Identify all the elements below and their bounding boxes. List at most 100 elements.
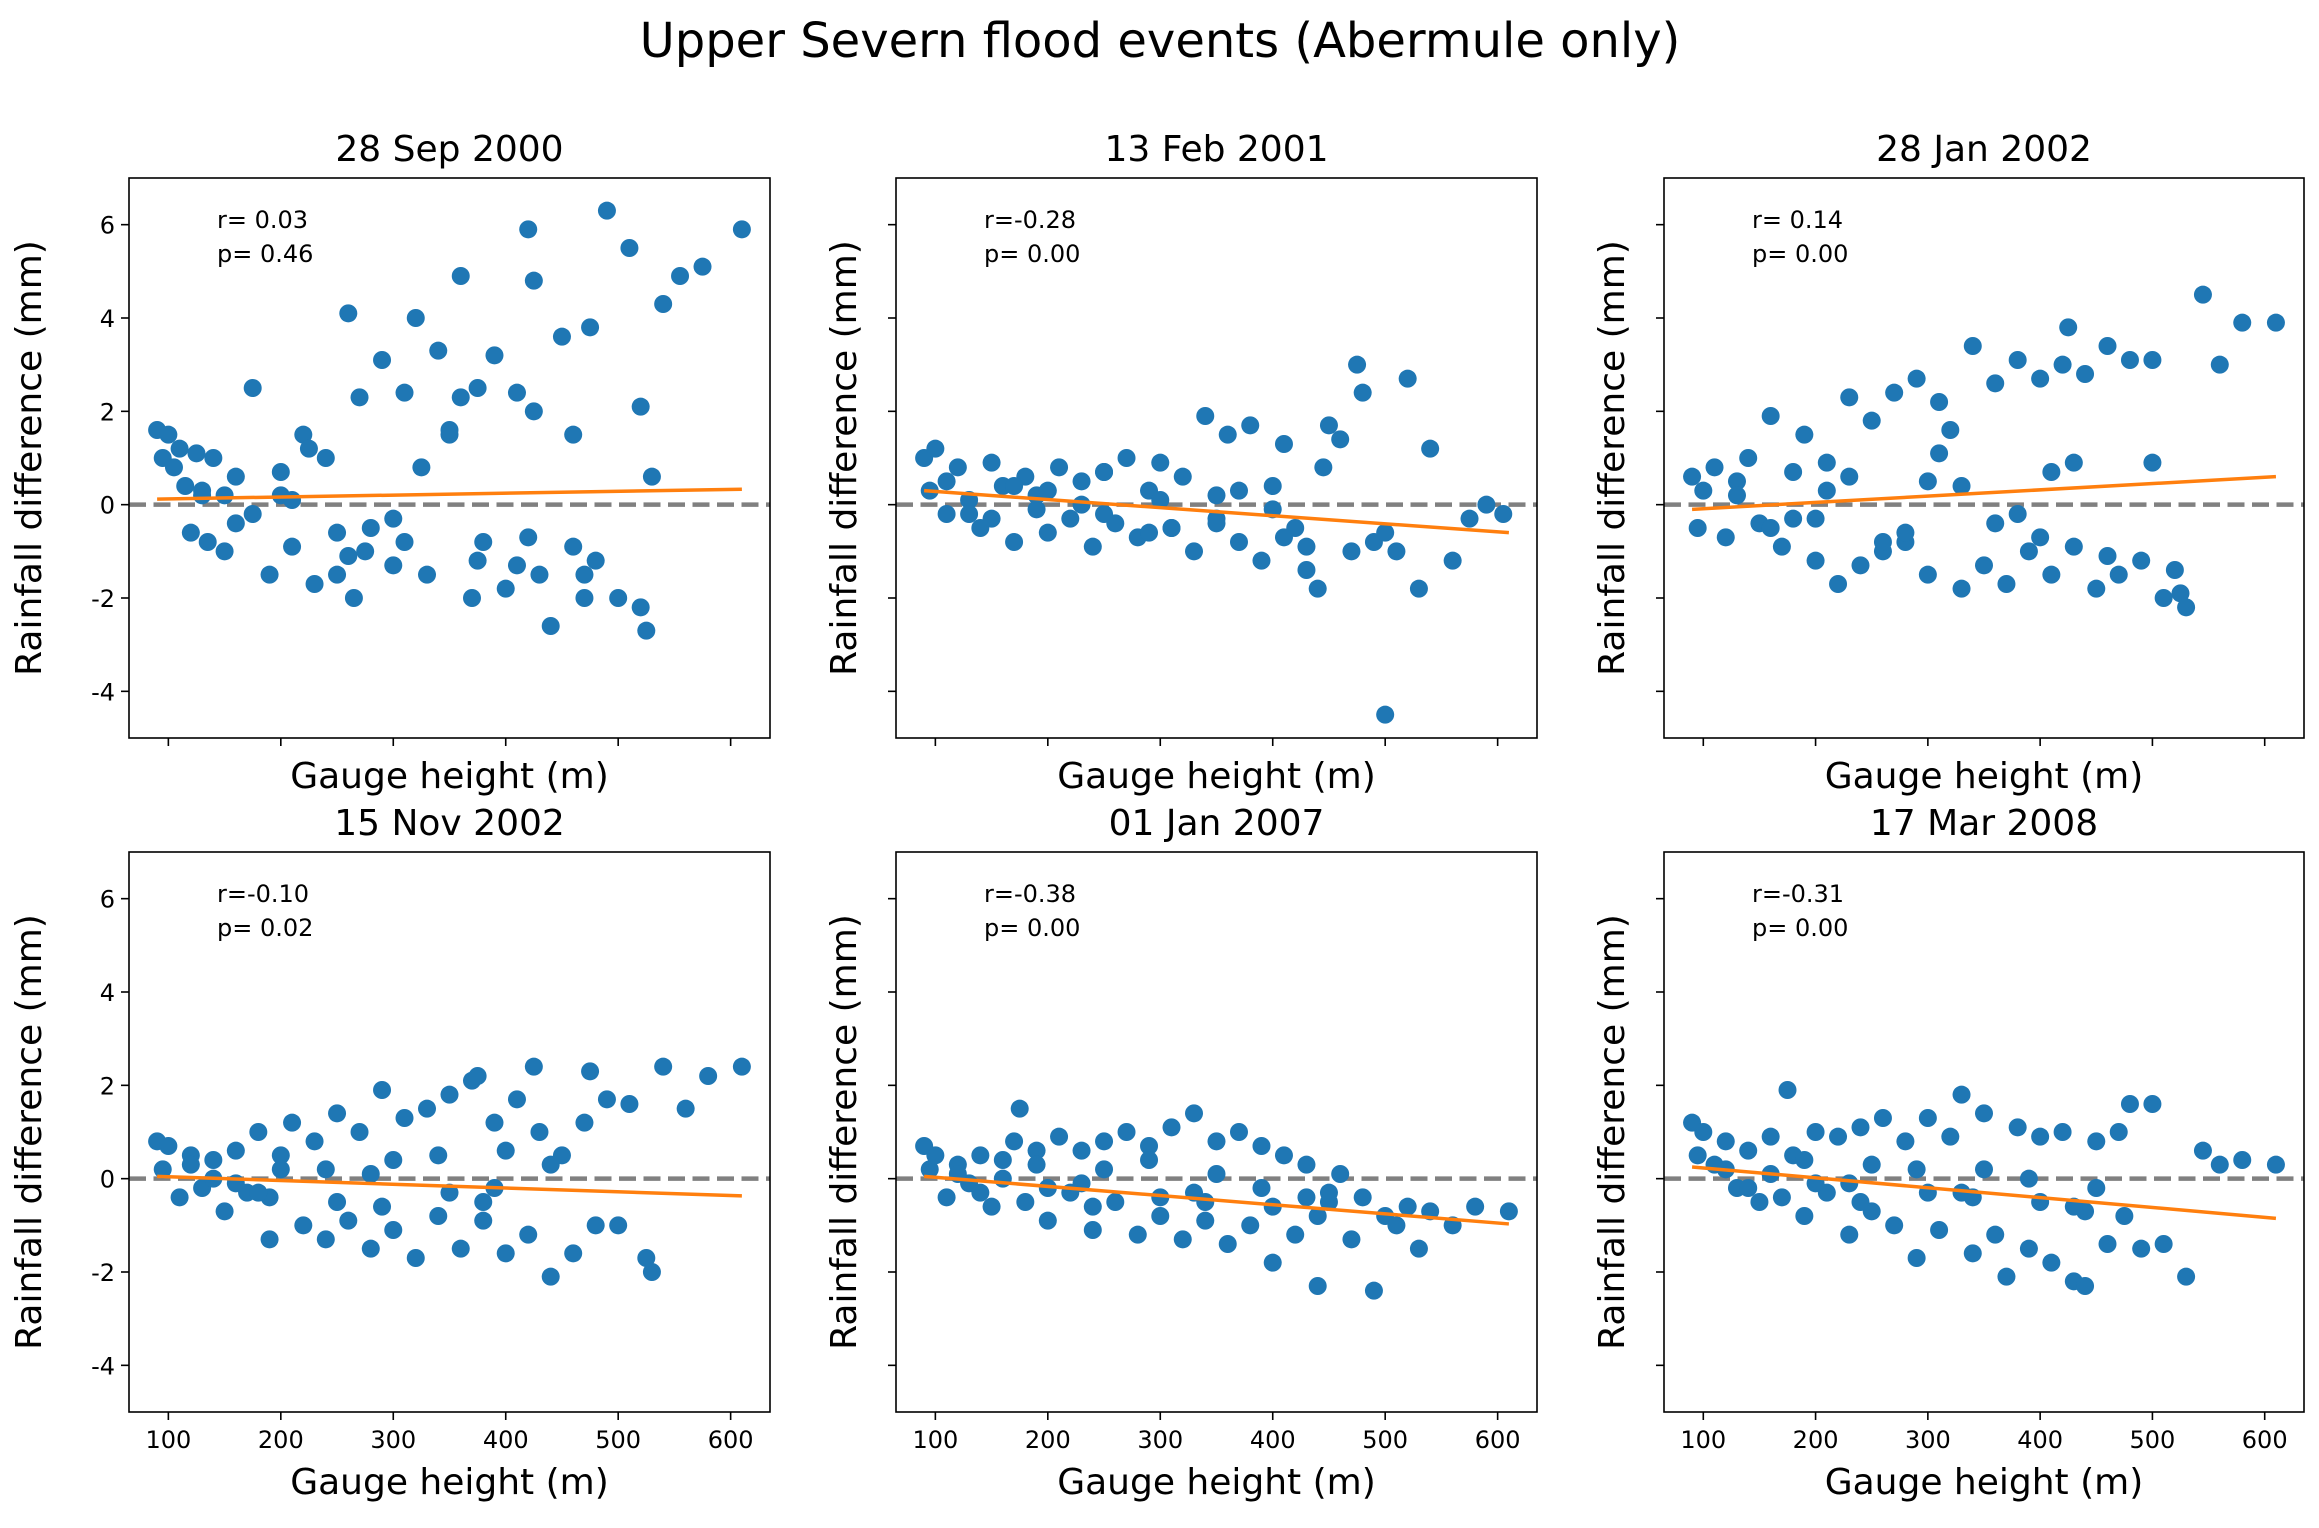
y-tick-label: 4 xyxy=(100,305,115,333)
data-point xyxy=(1263,477,1282,495)
data-point xyxy=(1140,523,1159,542)
data-point xyxy=(1761,407,1780,425)
data-point xyxy=(1727,472,1746,491)
data-point xyxy=(1930,393,1949,411)
scatter-panel-3: 28 Jan 2002 Gauge height (m) Rainfall diff… xyxy=(1592,129,2305,797)
data-point xyxy=(1941,1127,1960,1146)
data-point xyxy=(1986,514,2005,533)
axes-frame xyxy=(1663,851,2305,1413)
data-point xyxy=(1739,449,1758,467)
data-point xyxy=(1151,1207,1170,1225)
data-point xyxy=(620,239,639,257)
correlation-r-label: r=-0.10 xyxy=(217,880,309,908)
data-point xyxy=(339,1211,358,1230)
data-point xyxy=(361,1239,380,1258)
data-point xyxy=(226,514,245,533)
data-point xyxy=(2143,351,2162,369)
data-point xyxy=(1907,369,1926,388)
data-point xyxy=(2154,1235,2173,1253)
panel-title: 17 Mar 2008 xyxy=(1870,803,2098,844)
p-value-label: p= 0.00 xyxy=(984,240,1080,268)
data-point xyxy=(1348,355,1367,374)
data-point xyxy=(1795,1151,1814,1169)
data-point xyxy=(462,589,481,607)
regression-fit-line xyxy=(157,487,742,501)
data-point xyxy=(1761,1127,1780,1146)
data-point xyxy=(1387,1216,1406,1235)
data-point xyxy=(2019,1239,2038,1258)
data-point xyxy=(1688,1146,1707,1165)
scatter-panel-6: 17 Mar 2008 100 200 300 400 500 600 Gauge heigh… xyxy=(1592,803,2305,1503)
scatter-panel-4: 15 Nov 2002 100 200 300 400 500 600 -4 -2 0 2 4 6 Gau… xyxy=(9,803,771,1503)
data-point xyxy=(1851,1193,1870,1211)
data-point xyxy=(1952,1085,1971,1104)
data-point xyxy=(1252,1179,1271,1197)
data-point xyxy=(1252,1137,1271,1155)
data-point xyxy=(541,1155,560,1174)
x-tick-label: 300 xyxy=(370,1426,416,1454)
data-point xyxy=(328,1104,347,1123)
data-point xyxy=(1975,1160,1993,1179)
x-tick-label: 600 xyxy=(708,1426,754,1454)
data-point xyxy=(159,1137,178,1155)
data-point xyxy=(1784,463,1803,481)
data-point xyxy=(1151,453,1170,472)
data-point xyxy=(1952,579,1971,598)
data-point xyxy=(507,383,526,402)
data-point xyxy=(507,1090,526,1109)
data-point xyxy=(1274,528,1293,547)
data-point xyxy=(1840,388,1859,407)
data-point xyxy=(350,388,369,407)
data-point xyxy=(642,467,661,486)
data-point xyxy=(2143,1095,2162,1113)
y-tick-label: 6 xyxy=(100,212,115,240)
data-point xyxy=(328,523,347,542)
data-point xyxy=(982,1197,1001,1216)
data-point xyxy=(1772,1188,1791,1207)
x-tick-label: 500 xyxy=(2130,1426,2176,1454)
p-value-label: p= 0.02 xyxy=(217,914,313,942)
data-point xyxy=(1005,533,1024,551)
y-axis-label: Rainfall difference (mm) xyxy=(9,240,50,676)
data-point xyxy=(1862,411,1881,430)
panel-title: 01 Jan 2007 xyxy=(1109,803,1325,844)
data-point xyxy=(204,449,223,467)
panel-title: 15 Nov 2002 xyxy=(334,803,565,844)
x-tick-label: 200 xyxy=(1793,1426,1839,1454)
data-point xyxy=(2177,598,2196,617)
data-point xyxy=(1499,1202,1518,1221)
data-point xyxy=(982,509,1001,528)
data-point xyxy=(1286,1225,1305,1244)
data-point xyxy=(671,267,690,285)
data-point xyxy=(2087,1132,2106,1151)
data-point xyxy=(170,1188,189,1207)
data-point xyxy=(2171,584,2190,603)
data-point xyxy=(2087,579,2106,598)
data-point xyxy=(609,589,628,607)
data-point xyxy=(418,1099,437,1118)
data-point xyxy=(1896,523,1915,542)
data-point xyxy=(164,458,183,477)
x-axis-label: Gauge height (m) xyxy=(290,756,609,797)
data-point xyxy=(2064,453,2083,472)
data-point xyxy=(609,1216,628,1235)
y-tick-label: -2 xyxy=(91,1259,115,1287)
correlation-r-label: r=-0.31 xyxy=(1752,880,1844,908)
data-point xyxy=(2059,318,2078,337)
x-tick-label: 300 xyxy=(1905,1426,1951,1454)
data-point xyxy=(1761,519,1780,537)
data-point xyxy=(1072,472,1091,491)
data-point xyxy=(1072,1141,1091,1160)
data-point xyxy=(926,439,945,458)
data-point xyxy=(373,1081,392,1099)
data-point xyxy=(2120,351,2139,369)
data-point xyxy=(373,1197,392,1216)
y-tick-label: -2 xyxy=(91,585,115,613)
axes-frame xyxy=(895,851,1538,1413)
data-point xyxy=(193,481,212,500)
p-value-label: p= 0.00 xyxy=(1752,914,1848,942)
data-point xyxy=(631,598,650,617)
y-tick-label: -4 xyxy=(91,1352,115,1380)
y-tick-label: 2 xyxy=(100,1072,115,1100)
data-point xyxy=(1005,477,1024,495)
